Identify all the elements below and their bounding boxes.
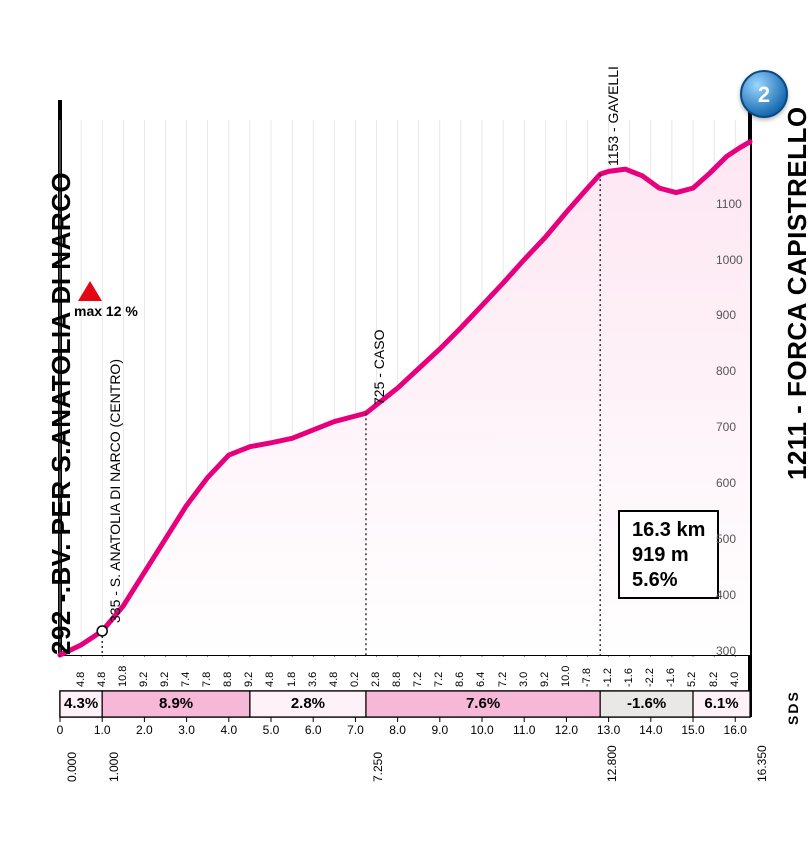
y-tick-label: 1000: [716, 253, 743, 267]
fine-gradient-label: -1.6: [623, 668, 635, 687]
fine-gradient-label: 4.8: [264, 672, 276, 687]
y-tick-label: 300: [716, 644, 736, 658]
segment-gradient-label: -1.6%: [627, 695, 666, 712]
x-km-label: 9.0: [431, 723, 448, 737]
max-gradient-label: max 12 %: [74, 303, 138, 319]
marker-label: 1153 - GAVELLI: [605, 66, 621, 166]
category-badge: 2: [740, 70, 788, 118]
y-tick-label: 800: [716, 364, 736, 378]
x-km-label: 7.0: [347, 723, 364, 737]
x-km-label: 13.0: [597, 723, 620, 737]
summary-distance: 16.3 km: [632, 518, 705, 543]
y-tick-label: 500: [716, 532, 736, 546]
summary-avg-gradient: 5.6%: [632, 568, 705, 593]
fine-gradient-label: 2.8: [370, 672, 382, 687]
x-km-label: 3.0: [178, 723, 195, 737]
fine-gradient-label: -1.6: [665, 668, 677, 687]
fine-gradient-label: 4.8: [75, 672, 87, 687]
fine-gradient-label: 10.8: [117, 666, 129, 687]
x-km-label: 14.0: [639, 723, 662, 737]
x-long-km-label: 16.350: [755, 745, 769, 782]
y-tick-label: 600: [716, 476, 736, 490]
x-km-label: 15.0: [681, 723, 704, 737]
max-gradient-icon: [78, 281, 102, 301]
fine-gradient-label: 10.0: [560, 666, 572, 687]
fine-gradient-label: 4.8: [328, 672, 340, 687]
y-tick-label: 900: [716, 308, 736, 322]
y-tick-label: 1100: [716, 197, 742, 211]
x-km-label: 10.0: [470, 723, 493, 737]
fine-gradient-label: 9.2: [539, 672, 551, 687]
marker-label: 335 - S. ANATOLIA DI NARCO (CENTRO): [107, 359, 123, 623]
fine-gradient-label: 9.2: [243, 672, 255, 687]
summary-elevation: 919 m: [632, 543, 705, 568]
fine-gradient-label: -7.8: [581, 668, 593, 687]
segment-gradient-label: 8.9%: [159, 695, 193, 712]
x-km-label: 4.0: [220, 723, 237, 737]
marker-label: 725 - CASO: [371, 330, 387, 405]
fine-gradient-label: 8.2: [708, 672, 720, 687]
x-km-label: 12.0: [555, 723, 578, 737]
end-label: 1211 - FORCA CAPISTRELLO: [782, 106, 809, 480]
segment-gradient-label: 4.3%: [64, 695, 98, 712]
fine-gradient-label: 8.6: [454, 672, 466, 687]
x-km-label: 2.0: [136, 723, 153, 737]
fine-gradient-label: 9.2: [159, 672, 171, 687]
fine-gradient-label: 4.0: [729, 672, 741, 687]
fine-gradient-label: 7.2: [433, 672, 445, 687]
category-badge-text: 2: [758, 82, 770, 108]
x-km-label: 6.0: [305, 723, 322, 737]
segment-gradient-label: 2.8%: [291, 695, 325, 712]
fine-gradient-label: 7.2: [497, 672, 509, 687]
x-long-km-label: 1.000: [107, 752, 121, 782]
fine-gradient-label: 5.2: [686, 672, 698, 687]
fine-gradient-label: 1.8: [286, 672, 298, 687]
fine-gradient-label: 8.8: [222, 672, 234, 687]
y-tick-label: 400: [716, 588, 736, 602]
y-tick-label: 700: [716, 420, 736, 434]
fine-gradient-label: 0.2: [349, 672, 361, 687]
x-km-label: 0: [57, 723, 64, 737]
fine-gradient-label: 4.8: [96, 672, 108, 687]
fine-gradient-label: 7.4: [180, 672, 192, 687]
fine-gradient-label: 3.0: [518, 672, 530, 687]
climb-profile-chart: 292 -.BV. PER S.ANATOLIA DI NARCO 1211 -…: [0, 0, 809, 852]
fine-gradient-label: 9.2: [138, 672, 150, 687]
x-long-km-label: 0.000: [65, 752, 79, 782]
summary-box: 16.3 km 919 m 5.6%: [618, 510, 719, 599]
x-km-label: 5.0: [263, 723, 280, 737]
segment-gradient-label: 6.1%: [704, 695, 738, 712]
x-km-label: 8.0: [389, 723, 406, 737]
segment-gradient-label: 7.6%: [466, 695, 500, 712]
start-label: 292 -.BV. PER S.ANATOLIA DI NARCO: [46, 172, 77, 655]
sds-label: SDS: [785, 690, 801, 725]
fine-gradient-label: 7.8: [201, 672, 213, 687]
fine-gradient-label: -1.2: [602, 668, 614, 687]
fine-gradient-label: 6.4: [475, 672, 487, 687]
x-km-label: 1.0: [94, 723, 111, 737]
x-km-label: 11.0: [513, 723, 535, 737]
fine-gradient-label: -2.2: [644, 668, 656, 687]
fine-gradient-label: 7.2: [412, 672, 424, 687]
x-long-km-label: 12.800: [605, 745, 619, 782]
fine-gradient-label: 3.6: [307, 672, 319, 687]
fine-gradient-label: 8.8: [391, 672, 403, 687]
x-long-km-label: 7.250: [371, 752, 385, 782]
x-km-label: 16.0: [724, 723, 747, 737]
